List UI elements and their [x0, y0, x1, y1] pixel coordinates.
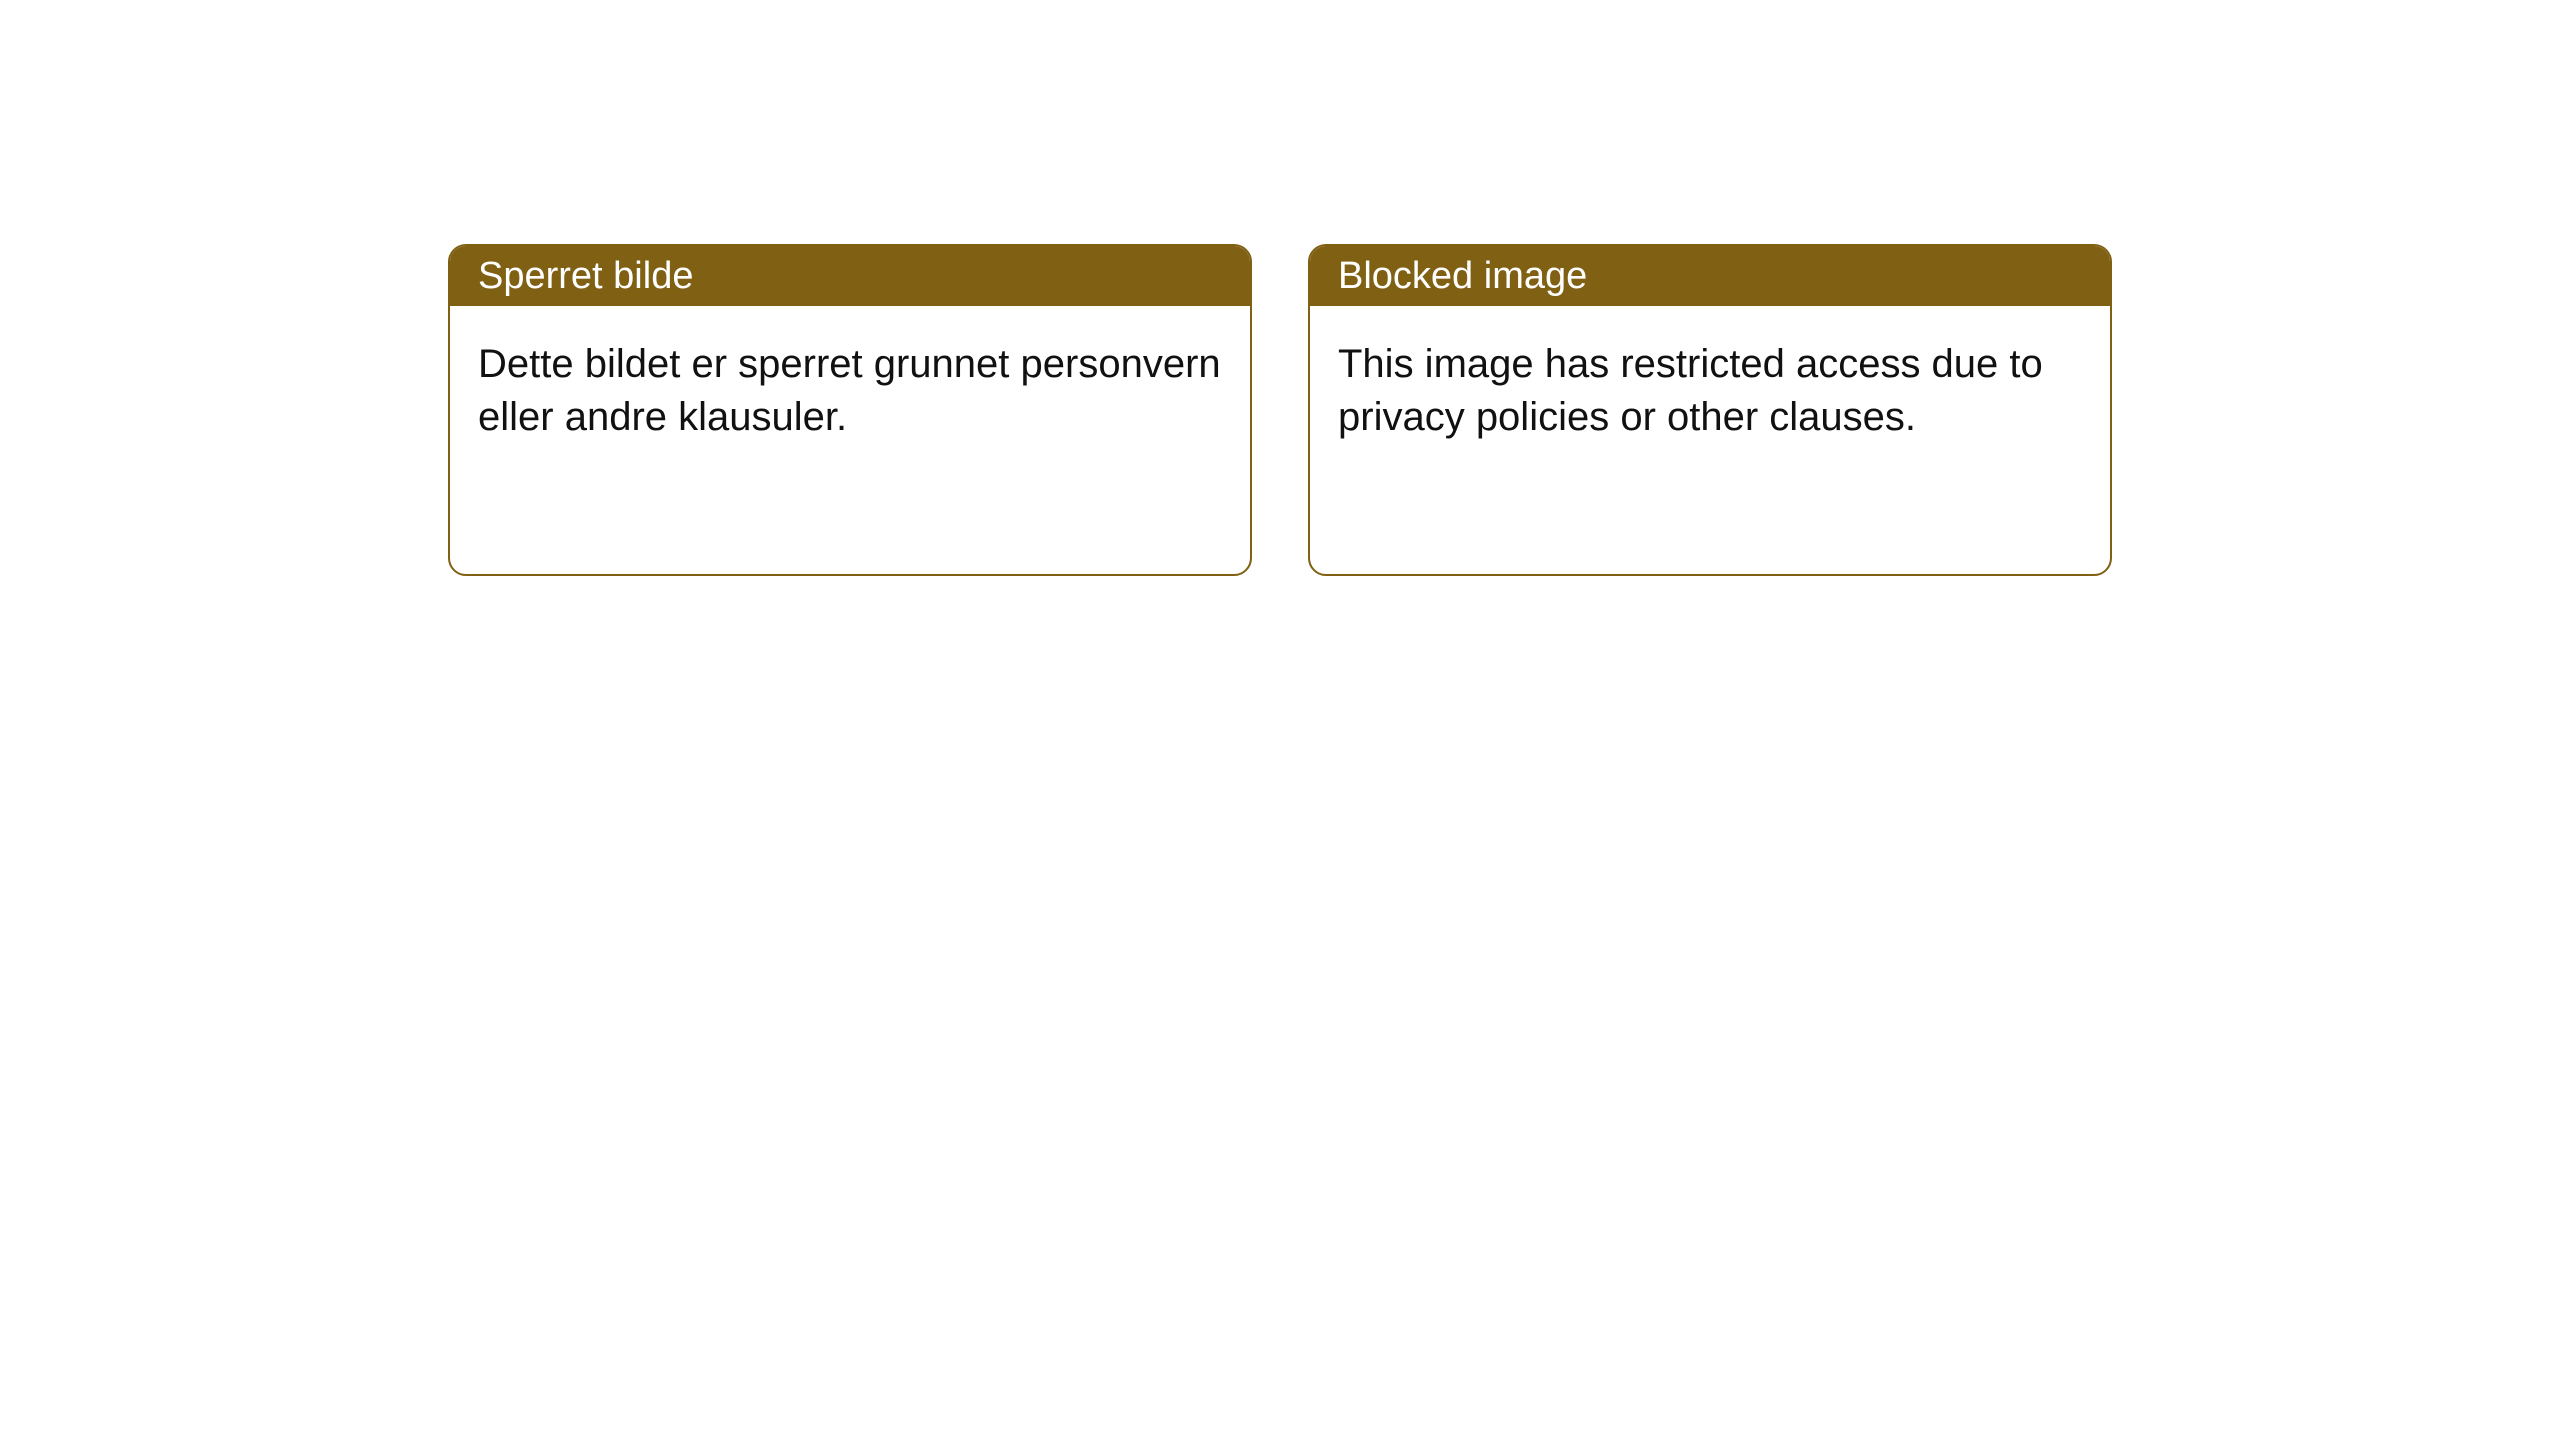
notice-card-body: This image has restricted access due to …: [1310, 306, 2110, 444]
notice-card-message: Dette bildet er sperret grunnet personve…: [478, 342, 1221, 439]
notice-card-message: This image has restricted access due to …: [1338, 342, 2043, 439]
notice-cards-container: Sperret bilde Dette bildet er sperret gr…: [0, 0, 2560, 576]
notice-card-no: Sperret bilde Dette bildet er sperret gr…: [448, 244, 1252, 576]
notice-card-header: Sperret bilde: [450, 246, 1250, 306]
notice-card-title: Blocked image: [1338, 255, 1587, 298]
notice-card-en: Blocked image This image has restricted …: [1308, 244, 2112, 576]
notice-card-body: Dette bildet er sperret grunnet personve…: [450, 306, 1250, 444]
notice-card-title: Sperret bilde: [478, 255, 693, 298]
notice-card-header: Blocked image: [1310, 246, 2110, 306]
